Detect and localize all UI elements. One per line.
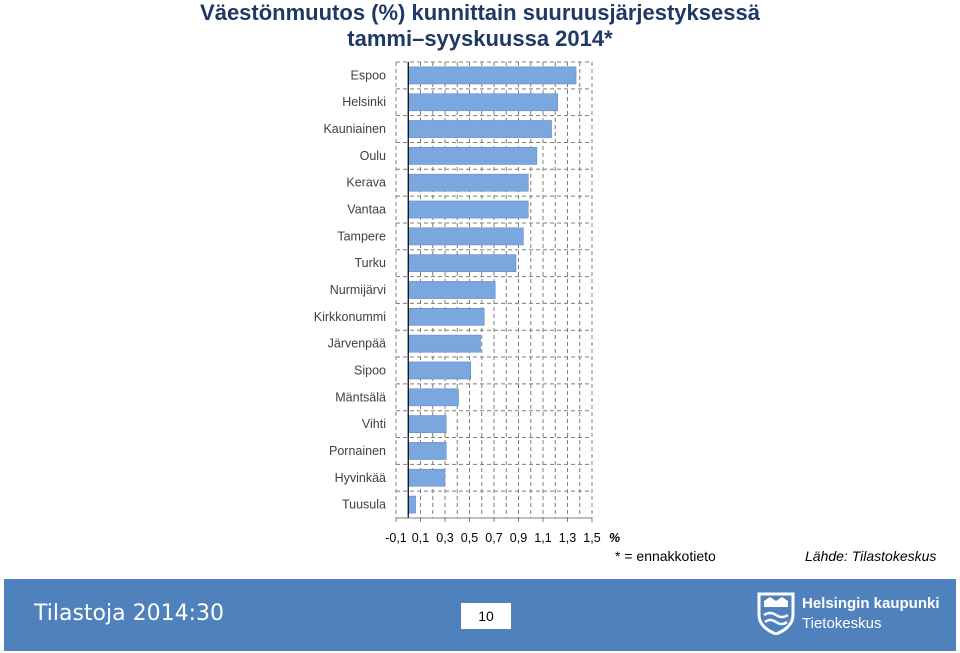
category-label: Oulu	[360, 149, 386, 163]
x-tick-label: 1,5	[583, 531, 600, 545]
footnote: * = ennakkotieto	[615, 548, 716, 564]
bar-espoo	[408, 66, 577, 85]
bar-chart: Espoo Helsinki Kauniainen Oulu Kerava Vantaa T…	[314, 61, 620, 545]
bar-oulu	[408, 147, 538, 165]
bar-hyvinkää	[408, 468, 446, 487]
footer-title: Tilastoja 2014:30	[34, 601, 224, 626]
category-label: Vantaa	[347, 203, 386, 217]
x-tick-label: 0,1	[412, 531, 429, 545]
bar-kauniainen	[408, 120, 552, 138]
category-label: Tampere	[337, 229, 386, 243]
bar-sipoo	[408, 361, 471, 380]
category-label: Mäntsälä	[335, 390, 386, 404]
helsinki-logo: Helsingin kaupunki Tietokeskus	[756, 591, 946, 639]
bar-nurmijärvi	[408, 281, 496, 299]
bar-tuusula	[408, 495, 416, 514]
category-label: Kauniainen	[323, 122, 386, 136]
bar-mäntsälä	[408, 388, 459, 407]
bar-kirkkonummi	[408, 307, 485, 326]
x-tick-label: 0,3	[436, 531, 453, 545]
chart-subtitle: tammi–syyskuussa 2014*	[347, 26, 613, 51]
x-unit-label: %	[609, 531, 620, 545]
x-tick-label: 1,1	[534, 531, 551, 545]
category-label: Tuusula	[342, 498, 386, 512]
bar-helsinki	[408, 93, 558, 112]
city-crest-icon	[757, 592, 795, 636]
category-label: Pornainen	[329, 444, 386, 458]
logo-line2: Tietokeskus	[802, 615, 882, 632]
category-label: Espoo	[351, 68, 386, 82]
logo-line1: Helsingin kaupunki	[802, 595, 940, 612]
x-tick-label: 0,9	[510, 531, 527, 545]
bar-järvenpää	[408, 334, 481, 353]
chart-title: Väestönmuutos (%) kunnittain suuruusjärj…	[150, 0, 810, 52]
chart-title-line1: Väestönmuutos (%) kunnittain suuruusjärj…	[200, 0, 760, 25]
x-tick-label: 0,5	[461, 531, 478, 545]
category-label: Nurmijärvi	[330, 283, 386, 297]
bar-tampere	[408, 227, 524, 246]
category-label: Hyvinkää	[335, 471, 386, 485]
x-tick-label: -0,1	[385, 531, 407, 545]
footer-bar: Tilastoja 2014:30 10 Helsingin kaupunki …	[4, 579, 956, 651]
page-number: 10	[461, 603, 511, 629]
x-tick-label: 1,3	[559, 531, 576, 545]
category-label: Kerava	[346, 176, 386, 190]
x-tick-label: 0,7	[485, 531, 502, 545]
bar-turku	[408, 254, 517, 273]
bar-vihti	[408, 415, 447, 433]
category-label: Järvenpää	[328, 337, 386, 351]
category-label: Vihti	[362, 417, 386, 431]
bar-vantaa	[408, 200, 529, 219]
bar-pornainen	[408, 442, 447, 460]
category-label: Kirkkonummi	[314, 310, 386, 324]
category-label: Sipoo	[354, 363, 386, 377]
category-label: Helsinki	[342, 95, 386, 109]
source-note: Lähde: Tilastokeskus	[805, 548, 937, 564]
category-label: Turku	[355, 256, 387, 270]
bar-kerava	[408, 173, 529, 192]
